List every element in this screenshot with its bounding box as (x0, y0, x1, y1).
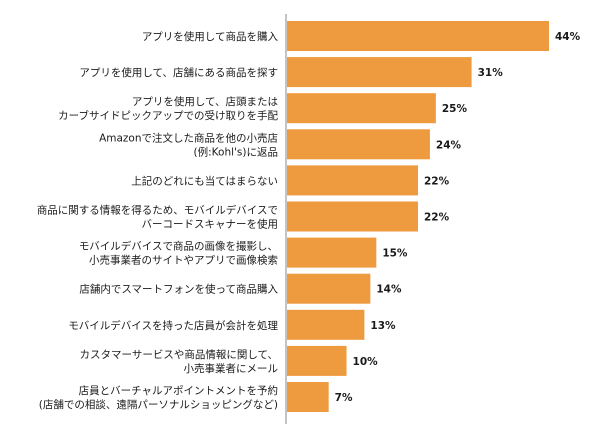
category-label-5-line-1: バーコードスキャナーを使用 (142, 218, 279, 231)
value-label-3: 24% (436, 139, 462, 151)
category-label-5: 商品に関する情報を得るため、モバイルデバイスでバーコードスキャナーを使用 (37, 204, 278, 231)
bar-10 (287, 382, 329, 412)
value-label-7: 14% (376, 284, 402, 296)
bar-8 (287, 309, 365, 340)
bar-3 (287, 129, 430, 160)
value-label-6: 15% (382, 248, 408, 260)
category-label-7-line-0: 店舗内でスマートフォンを使って商品購入 (79, 283, 278, 296)
bar-9 (287, 345, 347, 376)
value-label-1: 31% (478, 67, 504, 79)
category-label-10-line-0: 店員とバーチャルアポイントメントを予約 (79, 384, 278, 397)
value-label-4: 22% (424, 175, 450, 187)
value-label-10: 7% (335, 392, 353, 404)
bar-7 (287, 273, 371, 304)
bar-0 (287, 21, 549, 51)
category-label-3-line-1: (例:Kohl's)に返品 (194, 145, 278, 158)
category-label-4-line-0: 上記のどれにも当てはまらない (131, 174, 278, 187)
category-label-0: アプリを使用して商品を購入 (142, 30, 279, 43)
category-label-7: 店舗内でスマートフォンを使って商品購入 (79, 283, 278, 296)
bar-5 (287, 201, 418, 232)
bar-1 (287, 57, 472, 88)
value-label-0: 44% (555, 31, 581, 43)
category-label-6: モバイルデバイスで商品の画像を撮影し、小売事業者のサイトやアプリで画像検索 (79, 240, 278, 267)
category-label-8-line-0: モバイルデバイスを持った店員が会計を処理 (68, 319, 278, 332)
category-label-6-line-0: モバイルデバイスで商品の画像を撮影し、 (79, 240, 278, 253)
category-label-4: 上記のどれにも当てはまらない (131, 174, 278, 187)
category-label-3: Amazonで注文した商品を他の小売店(例:Kohl's)に返品 (99, 131, 278, 158)
category-label-6-line-1: 小売事業者のサイトやアプリで画像検索 (89, 254, 278, 267)
category-label-10-line-1: (店舗での相談、遠隔パーソナルショッピングなど) (39, 398, 278, 411)
category-label-3-line-0: Amazonで注文した商品を他の小売店 (99, 131, 278, 144)
category-label-8: モバイルデバイスを持った店員が会計を処理 (68, 319, 278, 332)
category-label-2: アプリを使用して、店頭またはカーブサイドピックアップでの受け取りを手配 (58, 95, 278, 122)
category-label-5-line-0: 商品に関する情報を得るため、モバイルデバイスで (37, 204, 278, 217)
category-label-0-line-0: アプリを使用して商品を購入 (142, 30, 279, 43)
category-label-9-line-0: カスタマーサービスや商品情報に関して、 (80, 348, 278, 361)
category-label-1-line-0: アプリを使用して、店舗にある商品を探す (79, 66, 278, 79)
value-label-9: 10% (353, 356, 379, 368)
category-label-9: カスタマーサービスや商品情報に関して、小売事業者にメール (80, 348, 278, 375)
value-label-5: 22% (424, 212, 450, 224)
value-label-2: 25% (442, 103, 468, 115)
category-label-2-line-1: カーブサイドピックアップでの受け取りを手配 (58, 109, 278, 122)
category-label-9-line-1: 小売事業者にメール (184, 362, 279, 375)
value-label-8: 13% (370, 320, 396, 332)
category-label-10: 店員とバーチャルアポイントメントを予約(店舗での相談、遠隔パーソナルショッピング… (39, 384, 278, 411)
bar-4 (287, 165, 418, 196)
category-labels-group: アプリを使用して商品を購入アプリを使用して、店舗にある商品を探すアプリを使用して… (37, 30, 279, 411)
value-labels-group: 44% 31% 25% 24% 22% 22% 15% 14% 13% 10% 7% (335, 31, 581, 404)
bars-group (287, 21, 549, 412)
bar-6 (287, 237, 377, 268)
category-label-1: アプリを使用して、店舗にある商品を探す (79, 66, 278, 79)
category-label-2-line-0: アプリを使用して、店頭または (132, 95, 278, 108)
bar-2 (287, 93, 436, 124)
